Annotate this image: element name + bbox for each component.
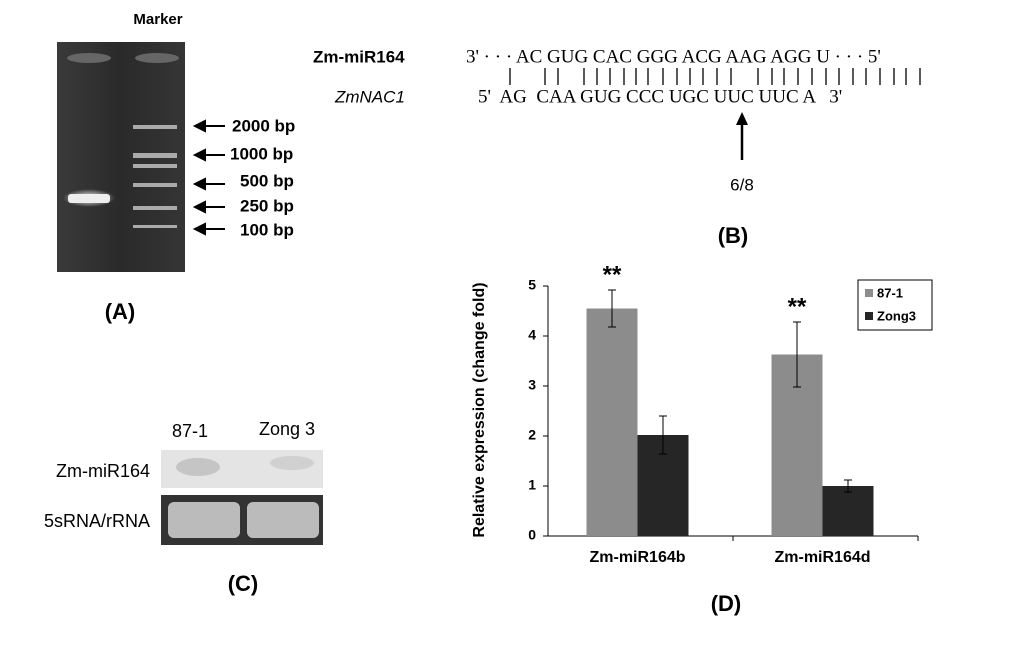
marker-label: 250 bp — [240, 196, 294, 215]
marker-label: 500 bp — [240, 171, 294, 190]
lane-label: Zong 3 — [259, 419, 315, 439]
y-tick-label: 4 — [528, 327, 536, 343]
x-tick-label: Zm-miR164b — [589, 549, 685, 566]
y-tick-label: 5 — [528, 277, 536, 293]
panel-label: (C) — [228, 571, 259, 596]
mirna-name: Zm-miR164 — [313, 47, 405, 66]
panel-b: Zm-miR164 3' · · · AC GUG CAC GGG ACG AA… — [313, 46, 921, 248]
mirna-sequence: 3' · · · AC GUG CAC GGG ACG AAG AGG U · … — [466, 46, 881, 67]
y-tick-label: 3 — [528, 377, 536, 393]
error-bar — [793, 321, 801, 388]
blot-band — [270, 456, 314, 470]
panel-label: (A) — [105, 299, 136, 324]
row-label: Zm-miR164 — [56, 461, 150, 481]
error-bar — [659, 415, 667, 455]
well — [67, 53, 111, 63]
panel-a: Marker 2000 bp 1000 bp 500 bp 250 bp 100… — [57, 11, 295, 324]
y-tick-label: 2 — [528, 427, 536, 443]
target-name: ZmNAC1 — [334, 87, 405, 106]
bar — [586, 308, 638, 536]
significance: ** — [788, 293, 807, 320]
panel-label: (B) — [718, 223, 749, 248]
well — [135, 53, 179, 63]
gel-band — [247, 502, 319, 538]
marker-bands — [133, 125, 177, 228]
band — [68, 194, 110, 203]
y-tick-label: 1 — [528, 477, 536, 493]
error-bar — [844, 479, 852, 493]
marker-label: 1000 bp — [230, 144, 293, 163]
legend-label: Zong3 — [877, 308, 916, 323]
legend-swatch — [865, 312, 873, 320]
panel-c: 87-1 Zong 3 Zm-miR164 5sRNA/rRNA (C) — [44, 419, 323, 596]
row-label: 5sRNA/rRNA — [44, 511, 150, 531]
cleavage-arrow-head — [736, 112, 748, 125]
y-tick-label: 0 — [528, 527, 536, 543]
marker-label: 2000 bp — [232, 116, 295, 135]
blot-band — [176, 458, 220, 476]
panel-label: (D) — [711, 591, 742, 616]
y-axis-title: Relative expression (change fold) — [471, 282, 488, 537]
panel-d: Relative expression (change fold) (D) 0 1… — [471, 261, 933, 616]
legend-swatch — [865, 289, 873, 297]
legend-box — [857, 279, 933, 331]
bar — [822, 486, 874, 536]
arrows — [192, 119, 225, 236]
target-sequence: 5' AG CAA GUG CCC UGC UUC UUC A 3' — [478, 86, 842, 107]
cleavage-ratio: 6/8 — [730, 175, 754, 194]
error-bar — [608, 289, 616, 328]
lane-label: 87-1 — [172, 421, 208, 441]
x-tick-label: Zm-miR164d — [774, 549, 870, 566]
legend-label: 87-1 — [877, 285, 903, 300]
pairing — [509, 68, 921, 85]
marker-label: 100 bp — [240, 220, 294, 239]
marker-header: Marker — [133, 11, 182, 28]
significance: ** — [603, 261, 622, 288]
gel-band — [168, 502, 240, 538]
